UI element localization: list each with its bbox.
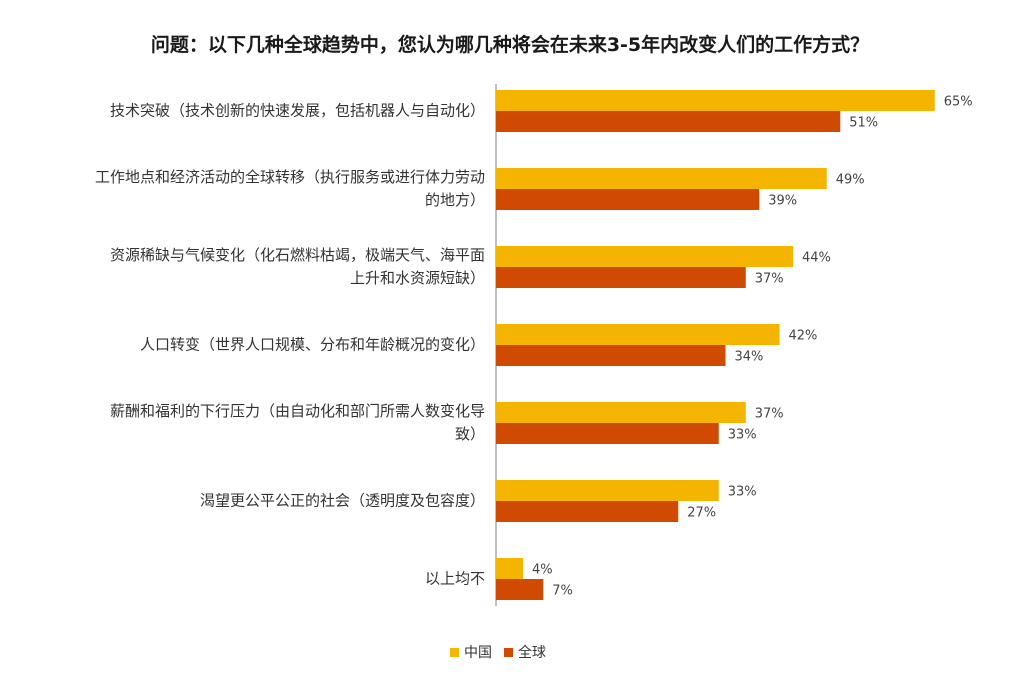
bar-china-6 [496, 558, 523, 579]
chart-title: 问题：以下几种全球趋势中，您认为哪几种将会在未来3-5年内改变人们的工作方式？ [150, 34, 870, 56]
bar-global-5 [496, 501, 679, 522]
category-label-line: 技术突破（技术创新的快速发展，包括机器人与自动化） [109, 101, 485, 120]
category-label-line: 的地方） [424, 191, 485, 209]
category-label-6: 以上均不 [5, 568, 485, 591]
bar-global-6 [496, 579, 544, 600]
category-label-2: 资源稀缺与气候变化（化石燃料枯竭，极端天气、海平面上升和水资源短缺） [5, 244, 485, 290]
value-label-china-4: 37% [755, 407, 784, 422]
bar-global-2 [496, 267, 746, 288]
value-label-china-3: 42% [789, 329, 818, 344]
value-label-global-0: 51% [849, 116, 878, 131]
value-label-global-2: 37% [755, 272, 784, 287]
bar-china-1 [496, 168, 827, 189]
category-label-line: 以上均不 [424, 569, 485, 588]
legend-item-global: 全球 [504, 642, 546, 662]
legend-label-china: 中国 [464, 645, 492, 661]
category-label-line: 工作地点和经济活动的全球转移（执行服务或进行体力劳动 [94, 168, 485, 186]
bar-china-0 [496, 90, 935, 111]
bar-global-3 [496, 345, 726, 366]
bar-china-2 [496, 246, 793, 267]
category-label-1: 工作地点和经济活动的全球转移（执行服务或进行体力劳动的地方） [5, 166, 485, 212]
bar-china-3 [496, 324, 780, 345]
bar-global-4 [496, 423, 719, 444]
category-label-0: 技术突破（技术创新的快速发展，包括机器人与自动化） [5, 100, 485, 123]
category-label-line: 人口转变（世界人口规模、分布和年龄概况的变化） [139, 335, 485, 354]
category-label-3: 人口转变（世界人口规模、分布和年龄概况的变化） [5, 334, 485, 357]
bar-china-4 [496, 402, 746, 423]
chart-legend: 中国 全球 [450, 642, 558, 662]
value-label-china-6: 4% [532, 563, 553, 578]
value-label-global-1: 39% [768, 194, 797, 209]
legend-swatch-global [504, 647, 513, 657]
bar-global-1 [496, 189, 760, 210]
value-label-global-5: 27% [687, 506, 716, 521]
value-label-china-2: 44% [802, 251, 831, 266]
value-label-global-6: 7% [552, 584, 573, 599]
value-label-china-1: 49% [836, 173, 865, 188]
legend-item-china: 中国 [450, 642, 492, 662]
category-label-5: 渴望更公平公正的社会（透明度及包容度） [5, 490, 485, 513]
value-label-global-3: 34% [735, 350, 764, 365]
legend-label-global: 全球 [518, 645, 546, 661]
category-label-line: 薪酬和福利的下行压力（由自动化和部门所需人数变化导 [109, 402, 485, 420]
category-label-line: 渴望更公平公正的社会（透明度及包容度） [199, 491, 485, 510]
bar-china-5 [496, 480, 719, 501]
legend-swatch-china [450, 647, 459, 657]
category-label-line: 上升和水资源短缺） [349, 269, 485, 287]
bar-global-0 [496, 111, 841, 132]
category-label-line: 资源稀缺与气候变化（化石燃料枯竭，极端天气、海平面 [109, 246, 485, 264]
category-label-4: 薪酬和福利的下行压力（由自动化和部门所需人数变化导致） [5, 400, 485, 446]
value-label-china-0: 65% [944, 95, 973, 110]
value-label-china-5: 33% [728, 485, 757, 500]
category-label-line: 致） [454, 425, 485, 443]
value-label-global-4: 33% [728, 428, 757, 443]
